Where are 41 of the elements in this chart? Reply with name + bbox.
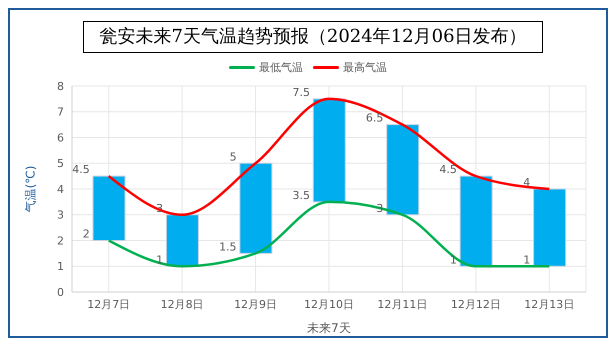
line-series xyxy=(107,98,551,216)
data-label: 3.5 xyxy=(292,188,310,202)
x-axis-title: 未来7天 xyxy=(307,321,351,335)
y-tick-label: 4 xyxy=(57,182,64,196)
y-tick-label: 5 xyxy=(57,157,64,170)
data-label: 2 xyxy=(82,228,90,240)
data-label: 4 xyxy=(523,176,530,189)
bar xyxy=(386,124,420,216)
data-label: 4.5 xyxy=(439,163,457,176)
y-tick-label: 6 xyxy=(57,131,64,144)
y-tick-label: 0 xyxy=(57,286,64,299)
data-label: 5 xyxy=(230,150,237,164)
bar xyxy=(239,162,272,254)
legend-label: 最高气温 xyxy=(343,60,387,75)
data-label: 1.5 xyxy=(219,240,237,254)
x-tick-label: 12月12日 xyxy=(450,298,501,311)
y-tick-label: 8 xyxy=(57,80,64,93)
x-tick-label: 12月7日 xyxy=(87,298,130,311)
x-tick-label: 12月13日 xyxy=(524,298,574,311)
y-tick-label: 2 xyxy=(57,234,64,248)
bar xyxy=(166,214,199,267)
bar xyxy=(312,98,346,202)
y-tick-label: 1 xyxy=(57,260,64,274)
data-label: 3 xyxy=(376,202,384,215)
bar xyxy=(533,188,566,267)
data-label: 1 xyxy=(523,253,530,266)
data-label: 7.5 xyxy=(292,86,310,99)
data-label: 4.5 xyxy=(72,163,90,176)
x-tick-label: 12月10日 xyxy=(304,298,354,311)
bar xyxy=(92,176,126,241)
y-axis-title: 气温(℃) xyxy=(23,166,38,212)
line-series xyxy=(107,200,551,268)
bar xyxy=(460,176,493,267)
y-tick-label: 3 xyxy=(57,208,64,222)
legend-label: 最低气温 xyxy=(259,60,303,75)
chart-title: 瓮安未来7天气温趋势预报（2024年12月06日发布） xyxy=(83,21,543,53)
data-label: 6.5 xyxy=(366,112,384,125)
x-tick-label: 12月8日 xyxy=(160,298,204,311)
x-tick-label: 12月11日 xyxy=(377,298,428,311)
y-tick-label: 7 xyxy=(57,106,64,119)
x-tick-label: 12月9日 xyxy=(234,298,278,311)
